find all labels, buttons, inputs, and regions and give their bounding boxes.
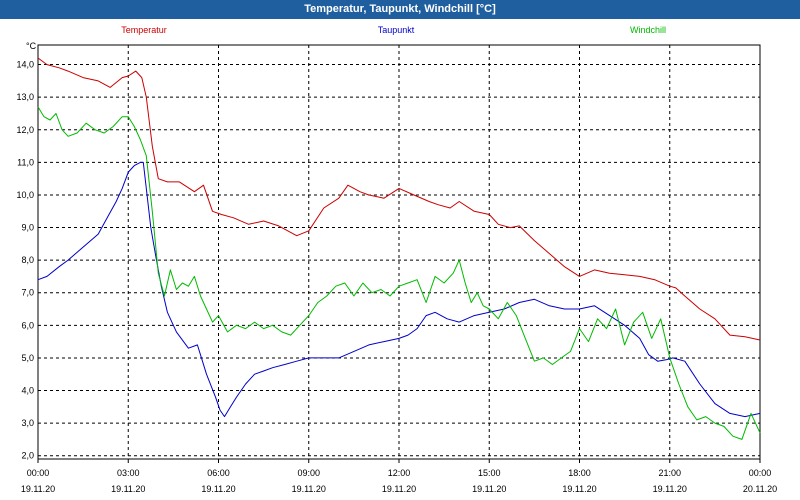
- y-tick-label: 12,0: [16, 125, 34, 135]
- x-tick-date: 20.11.20: [743, 484, 777, 494]
- x-tick-date: 19.11.20: [21, 484, 55, 494]
- x-tick-time: 09:00: [297, 468, 320, 478]
- y-tick-label: 3,0: [21, 418, 34, 428]
- legend-windchill: Windchill: [630, 25, 666, 35]
- x-tick-date: 19.11.20: [111, 484, 145, 494]
- y-tick-label: 10,0: [16, 190, 34, 200]
- chart-area: °C 2,0 3,0 4,0 5,0 6,0 7,0 8,0 9,0 10,0 11,0 12,0 1…: [0, 19, 800, 500]
- series-line-taupunkt: [37, 161, 761, 418]
- y-tick-label: 4,0: [21, 386, 34, 396]
- series-line-temperatur: [37, 57, 761, 341]
- x-tick-date: 19.11.20: [562, 484, 596, 494]
- y-tick-label: 11,0: [17, 157, 34, 167]
- y-tick-label: 14,0: [16, 60, 34, 70]
- x-tick-time: 12:00: [388, 468, 411, 478]
- x-tick-time: 03:00: [117, 468, 140, 478]
- series-line-windchill: [37, 106, 761, 440]
- y-tick-label: 13,0: [16, 92, 34, 102]
- x-tick-date: 19.11.20: [201, 484, 235, 494]
- y-tick-label: 5,0: [21, 353, 34, 363]
- x-tick-time: 21:00: [658, 468, 681, 478]
- x-tick-date: 19.11.20: [472, 484, 506, 494]
- y-tick-label: 2,0: [21, 451, 34, 461]
- y-tick-label: 7,0: [21, 288, 34, 298]
- y-tick-label: 6,0: [21, 320, 34, 330]
- x-tick-date: 19.11.20: [292, 484, 326, 494]
- y-tick-label: 8,0: [21, 255, 34, 265]
- y-tick-label: 9,0: [21, 223, 34, 233]
- chart-title: Temperatur, Taupunkt, Windchill [°C]: [0, 0, 800, 19]
- x-tick-time: 00:00: [749, 468, 772, 478]
- x-tick-time: 00:00: [27, 468, 50, 478]
- x-tick-time: 06:00: [207, 468, 230, 478]
- x-tick-time: 15:00: [478, 468, 501, 478]
- legend-temperatur: Temperatur: [121, 25, 167, 35]
- x-tick-date: 19.11.20: [382, 484, 416, 494]
- y-axis-label: °C: [26, 41, 37, 51]
- x-tick-time: 18:00: [568, 468, 591, 478]
- legend-taupunkt: Taupunkt: [378, 25, 415, 35]
- x-tick-date: 19.11.20: [653, 484, 687, 494]
